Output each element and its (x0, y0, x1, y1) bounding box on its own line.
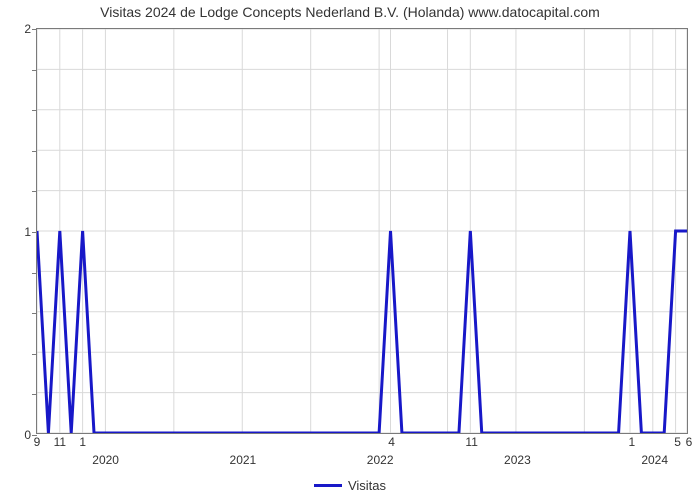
x-year-label: 2022 (367, 453, 394, 467)
legend: Visitas (0, 478, 700, 493)
y-tick-mark (32, 232, 37, 233)
y-minor-tick-mark (32, 191, 37, 192)
y-tick-mark (32, 29, 37, 30)
x-tick-label: 1 (628, 435, 635, 449)
x-tick-label: 1 (79, 435, 86, 449)
plot-area: 012911141115620202021202220232024 (36, 28, 688, 434)
x-tick-label: 9 (34, 435, 41, 449)
y-tick-label: 1 (24, 225, 31, 239)
y-tick-label: 2 (24, 22, 31, 36)
chart-container: Visitas 2024 de Lodge Concepts Nederland… (0, 0, 700, 500)
y-minor-tick-mark (32, 151, 37, 152)
x-tick-label: 6 (686, 435, 693, 449)
legend-swatch (314, 484, 342, 487)
x-tick-label: 11 (465, 435, 477, 449)
x-tick-label: 4 (388, 435, 395, 449)
plot-svg (37, 29, 687, 433)
y-minor-tick-mark (32, 313, 37, 314)
x-year-label: 2023 (504, 453, 531, 467)
y-minor-tick-mark (32, 354, 37, 355)
y-tick-label: 0 (24, 428, 31, 442)
x-year-label: 2024 (641, 453, 668, 467)
y-minor-tick-mark (32, 394, 37, 395)
legend-label: Visitas (348, 478, 386, 493)
x-year-label: 2021 (230, 453, 257, 467)
x-tick-label: 5 (674, 435, 681, 449)
chart-title: Visitas 2024 de Lodge Concepts Nederland… (0, 4, 700, 20)
y-minor-tick-mark (32, 70, 37, 71)
y-minor-tick-mark (32, 110, 37, 111)
x-year-label: 2020 (92, 453, 119, 467)
x-tick-label: 11 (54, 435, 66, 449)
y-minor-tick-mark (32, 273, 37, 274)
